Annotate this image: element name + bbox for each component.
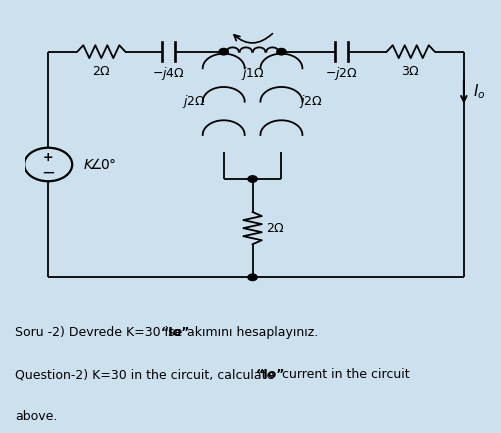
Text: “Io”: “Io” <box>255 368 285 381</box>
Text: $j2\Omega$: $j2\Omega$ <box>299 93 323 110</box>
Text: $-j4\Omega$: $-j4\Omega$ <box>151 65 184 82</box>
Text: $2\Omega$: $2\Omega$ <box>266 222 285 235</box>
Text: $-j2\Omega$: $-j2\Omega$ <box>324 65 357 82</box>
Text: above.: above. <box>15 410 57 423</box>
Text: −: − <box>41 164 55 182</box>
Circle shape <box>276 48 286 55</box>
Text: Soru -2) Devrede K=30 ise: Soru -2) Devrede K=30 ise <box>15 326 186 339</box>
Circle shape <box>247 274 257 281</box>
Text: $j2\Omega$: $j2\Omega$ <box>181 93 205 110</box>
Text: $j1\Omega$: $j1\Omega$ <box>240 65 264 82</box>
Text: $3\Omega$: $3\Omega$ <box>400 65 419 78</box>
Text: current in the circuit: current in the circuit <box>278 368 409 381</box>
Circle shape <box>218 48 228 55</box>
Text: akımını hesaplayınız.: akımını hesaplayınız. <box>182 326 318 339</box>
Text: $I_o$: $I_o$ <box>472 83 484 101</box>
Circle shape <box>247 176 257 182</box>
Text: $2\Omega$: $2\Omega$ <box>92 65 111 78</box>
Text: “Io”: “Io” <box>160 326 189 339</box>
Text: +: + <box>43 151 54 164</box>
Text: $K\!\angle\!0°$: $K\!\angle\!0°$ <box>83 157 116 172</box>
Text: Question-2) K=30 in the circuit, calculate: Question-2) K=30 in the circuit, calcula… <box>15 368 278 381</box>
